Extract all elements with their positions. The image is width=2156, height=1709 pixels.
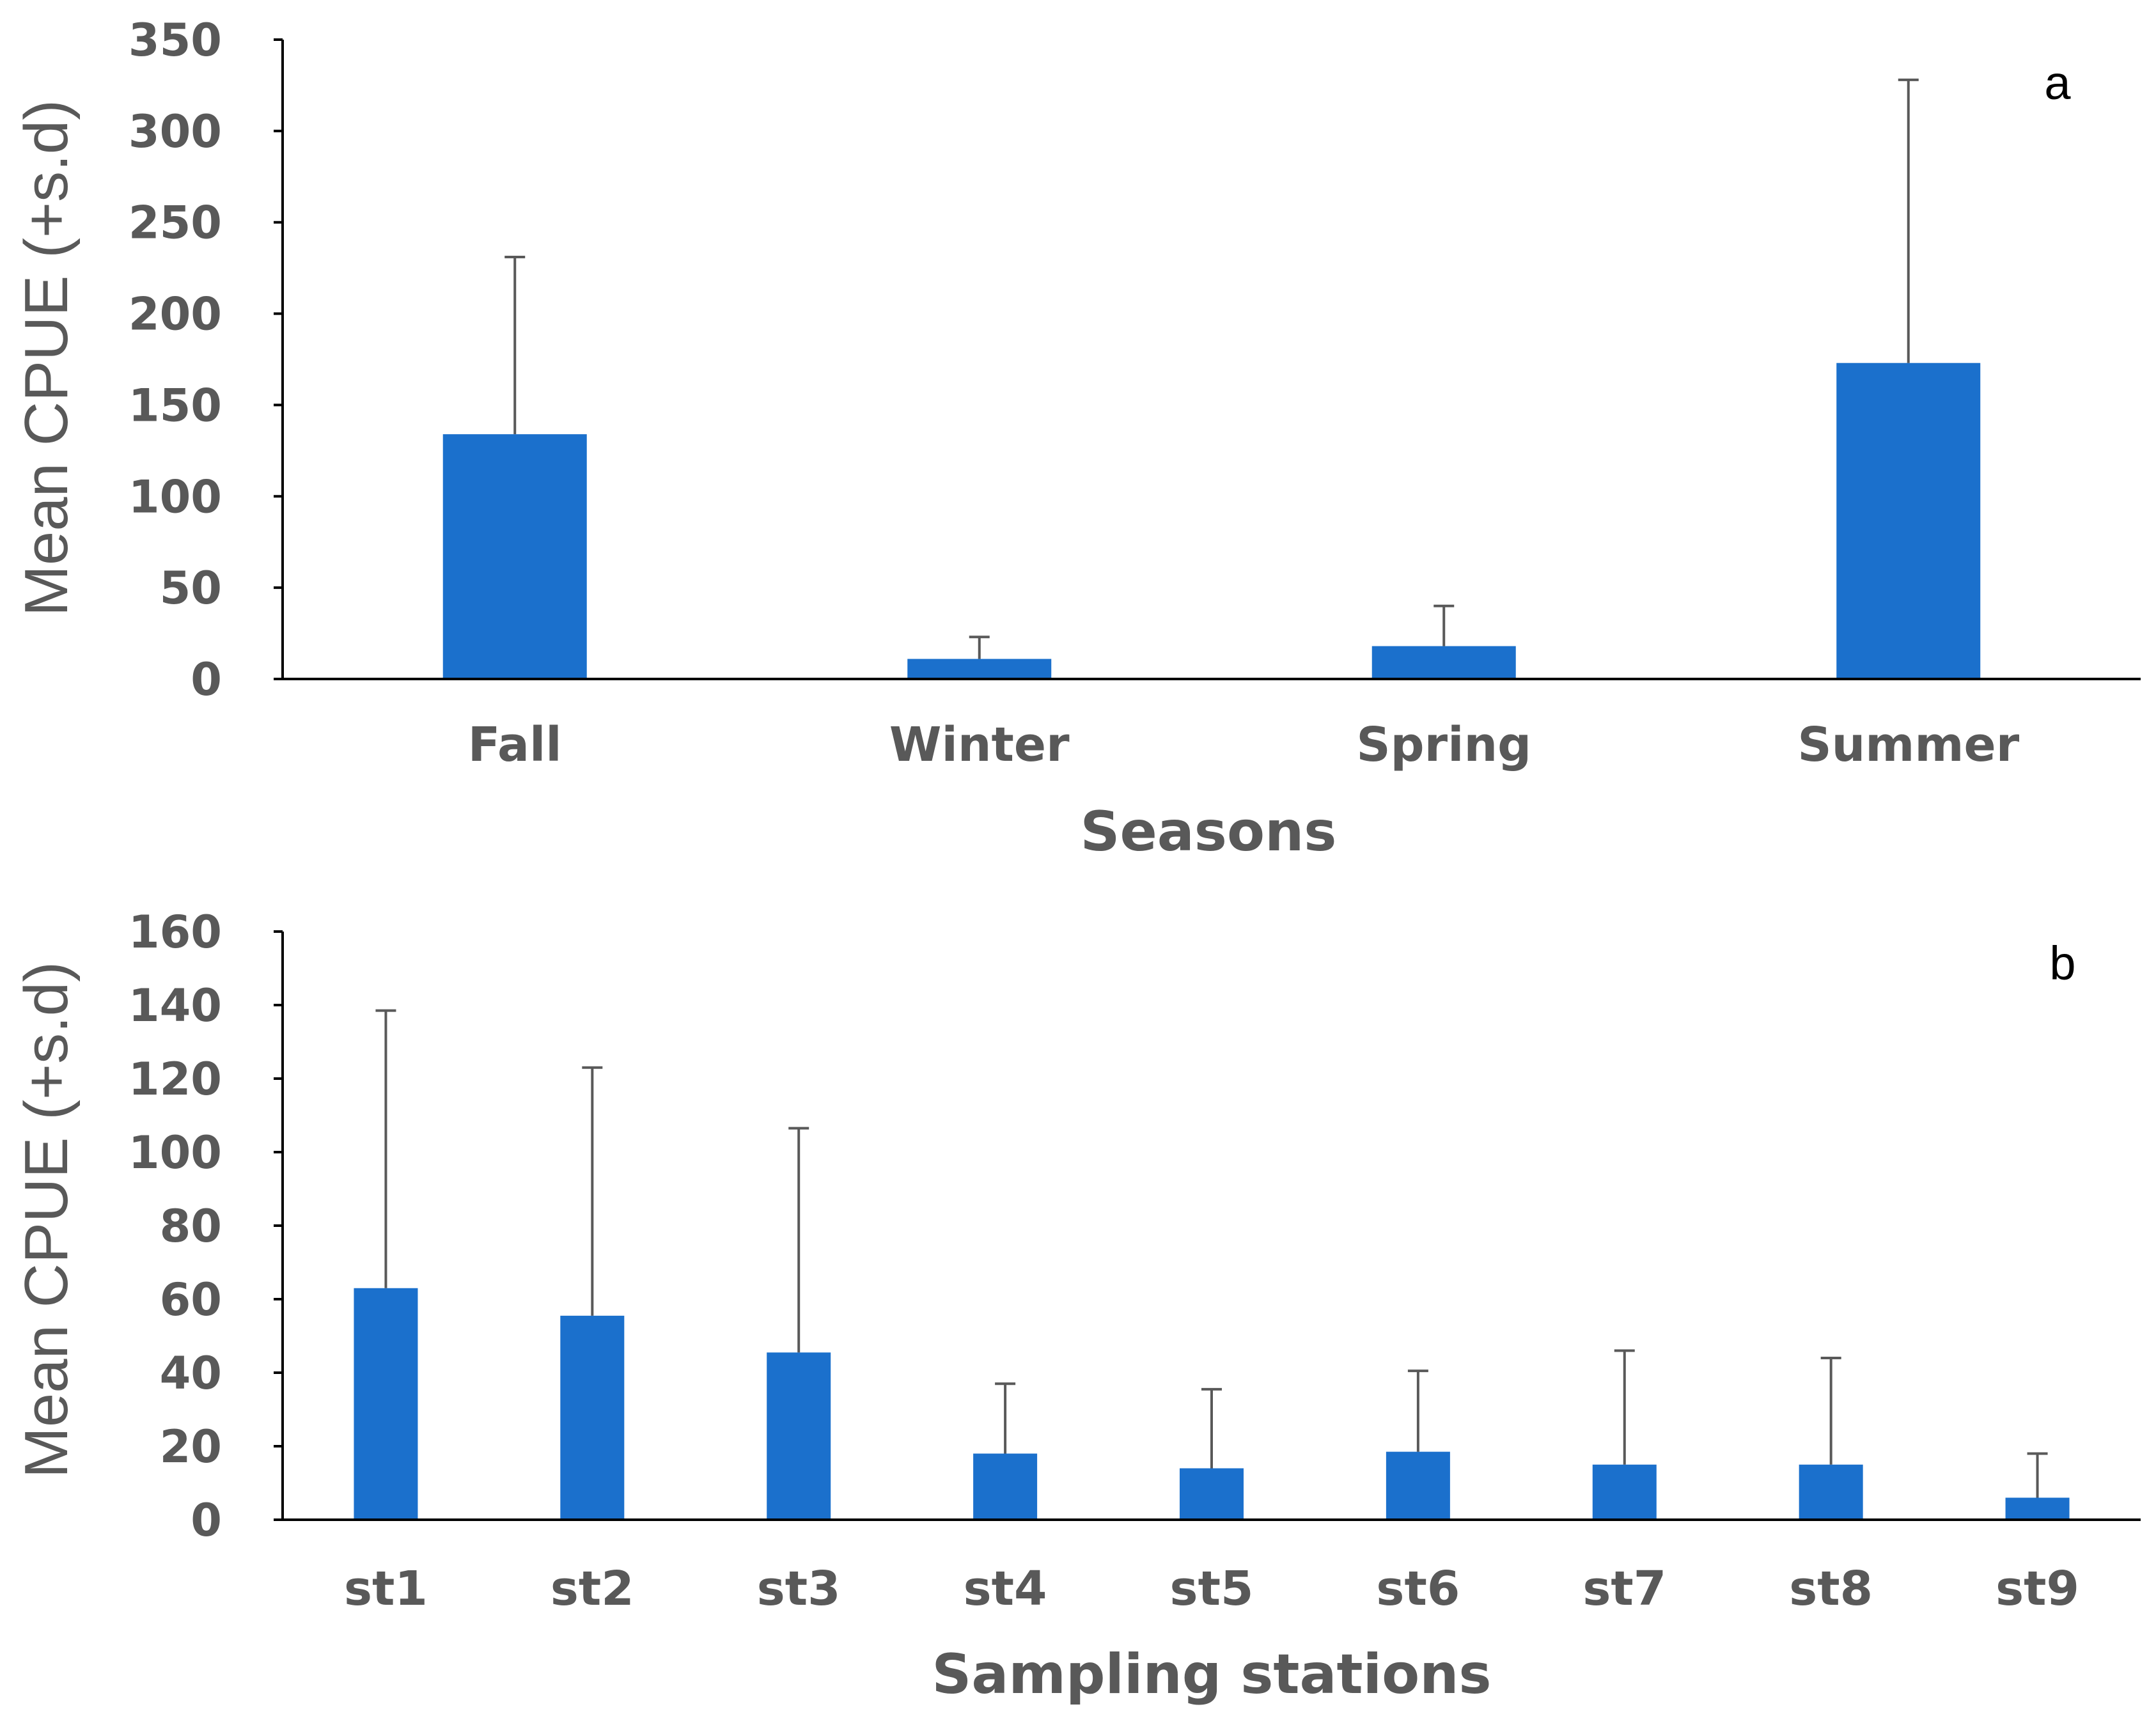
error-bar-st3 xyxy=(788,1127,809,1353)
bars xyxy=(442,363,1981,679)
error-bar-st1 xyxy=(375,1009,396,1288)
bar-st6 xyxy=(1386,1451,1450,1520)
error-bars xyxy=(375,1009,2048,1498)
bar-st5 xyxy=(1180,1468,1244,1520)
error-bar-st6 xyxy=(1407,1370,1428,1452)
x-tick-label: st1 xyxy=(344,1561,428,1616)
x-tick-label: st2 xyxy=(551,1561,634,1616)
y-tick-label: 80 xyxy=(160,1200,222,1252)
error-bar-fall xyxy=(504,256,526,435)
bar-st7 xyxy=(1592,1464,1657,1520)
y-tick-label: 0 xyxy=(191,1494,222,1547)
x-tick-labels: Fall Winter Spring Summer xyxy=(468,717,2020,772)
y-tick-label: 350 xyxy=(129,14,222,66)
y-ticks: 0 20 40 60 80 100 120 140 160 xyxy=(129,906,283,1547)
bar-fall xyxy=(442,434,587,679)
bars xyxy=(354,1288,2070,1520)
x-tick-label: st7 xyxy=(1582,1561,1666,1616)
x-tick-label: st9 xyxy=(1996,1561,2079,1616)
bar-spring xyxy=(1371,646,1516,679)
error-bar-st8 xyxy=(1820,1357,1841,1465)
y-tick-label: 100 xyxy=(129,471,222,523)
bar-summer xyxy=(1836,363,1981,679)
x-tick-label: st6 xyxy=(1376,1561,1460,1616)
error-bar-summer xyxy=(1898,78,1919,363)
y-tick-label: 20 xyxy=(160,1421,222,1473)
panel-label: b xyxy=(2049,937,2075,990)
panel-b: Mean CPUE (+s.d) b Sampling stations 0 20… xyxy=(12,906,2141,1706)
error-bar-st4 xyxy=(995,1382,1016,1454)
bar-st2 xyxy=(560,1315,625,1520)
y-tick-label: 40 xyxy=(160,1347,222,1400)
x-axis-title: Seasons xyxy=(1081,800,1337,864)
x-tick-label: Winter xyxy=(889,717,1070,772)
bar-st9 xyxy=(2005,1497,2070,1520)
y-ticks: 0 50 100 150 200 250 300 350 xyxy=(129,14,283,706)
x-tick-label: st3 xyxy=(757,1561,841,1616)
y-axis-title: Mean CPUE (+s.d) xyxy=(12,962,81,1478)
x-axis-title: Sampling stations xyxy=(932,1643,1491,1706)
bar-st1 xyxy=(354,1288,418,1520)
y-tick-label: 250 xyxy=(129,197,222,249)
y-tick-label: 200 xyxy=(129,288,222,341)
bar-st8 xyxy=(1799,1464,1863,1520)
y-tick-label: 100 xyxy=(129,1127,222,1179)
x-tick-label: st8 xyxy=(1789,1561,1873,1616)
y-tick-label: 120 xyxy=(129,1053,222,1105)
error-bars xyxy=(504,78,1919,659)
error-bar-spring xyxy=(1433,604,1455,646)
x-tick-labels: st1 st2 st3 st4 st5 st6 st7 st8 st9 xyxy=(344,1561,2079,1616)
error-bar-st5 xyxy=(1201,1387,1222,1469)
error-bar-winter xyxy=(969,636,990,659)
y-tick-label: 50 xyxy=(160,562,222,614)
x-tick-label: Summer xyxy=(1797,717,2019,772)
x-tick-label: st5 xyxy=(1170,1561,1254,1616)
y-axis-title: Mean CPUE (+s.d) xyxy=(12,100,81,616)
error-bar-st2 xyxy=(582,1066,603,1316)
bar-st3 xyxy=(767,1352,831,1520)
y-tick-label: 160 xyxy=(129,906,222,958)
error-bar-st7 xyxy=(1614,1349,1635,1465)
y-tick-label: 60 xyxy=(160,1274,222,1326)
y-tick-label: 150 xyxy=(129,379,222,432)
x-tick-label: Fall xyxy=(468,717,562,772)
error-bar-st9 xyxy=(2027,1452,2048,1498)
bar-winter xyxy=(907,659,1052,679)
x-tick-label: Spring xyxy=(1356,717,1531,772)
bar-st4 xyxy=(973,1453,1038,1520)
panel-label: a xyxy=(2044,56,2071,109)
x-tick-label: st4 xyxy=(964,1561,1047,1616)
y-tick-label: 140 xyxy=(129,979,222,1032)
panel-a: Mean CPUE (+s.d) a Seasons 0 50 100 150 200 2… xyxy=(12,14,2141,864)
y-tick-label: 0 xyxy=(191,653,222,706)
y-tick-label: 300 xyxy=(129,105,222,158)
